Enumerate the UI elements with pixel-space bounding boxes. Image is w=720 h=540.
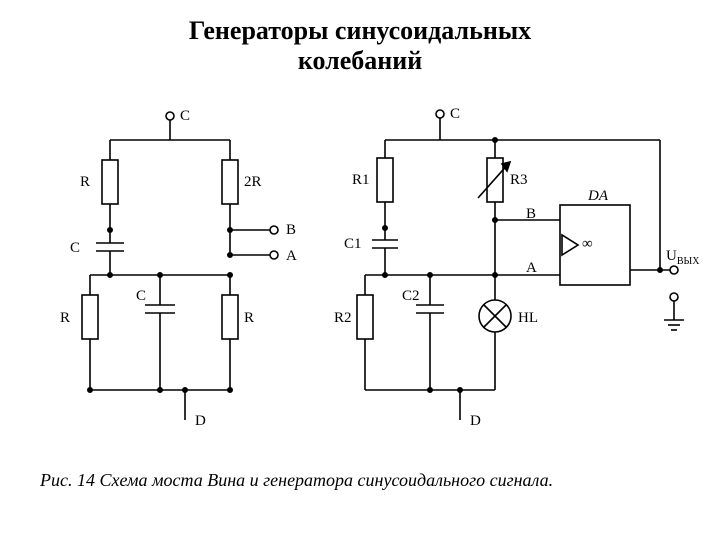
label-right-Uout: UВЫХ	[666, 248, 700, 267]
label-right-inf: ∞	[582, 236, 593, 252]
wien-generator-schematic: C R1 R3 DA B C1 A ∞ UВЫХ R2 C2 HL D	[330, 100, 700, 460]
label-right-R2: R2	[334, 310, 352, 326]
label-right-C1: C1	[344, 236, 362, 252]
label-left-R-br: R	[244, 310, 254, 326]
label-left-A: A	[286, 248, 297, 264]
label-right-Ctop: C	[450, 106, 460, 122]
label-left-2R: 2R	[244, 174, 262, 190]
label-left-R-tl: R	[80, 174, 90, 190]
label-left-B: B	[286, 222, 296, 238]
label-right-R3: R3	[510, 172, 528, 188]
title-line-2: колебаний	[298, 46, 422, 75]
label-left-Cm: C	[136, 288, 146, 304]
label-left-R-bl: R	[60, 310, 70, 326]
label-right-D: D	[470, 413, 481, 429]
label-right-HL: HL	[518, 310, 538, 326]
title-line-1: Генераторы синусоидальных	[189, 16, 531, 45]
label-right-C2: C2	[402, 288, 420, 304]
label-right-R1: R1	[352, 172, 370, 188]
wien-bridge-schematic: C R 2R C B A R C R D	[40, 100, 330, 460]
label-right-B: B	[526, 206, 536, 222]
label-right-A: A	[526, 260, 537, 276]
label-left-C-top: C	[180, 108, 190, 124]
label-left-D: D	[195, 413, 206, 429]
figure-caption: Рис. 14 Схема моста Вина и генератора си…	[40, 470, 553, 491]
label-left-Cleft: C	[70, 240, 80, 256]
label-right-DA: DA	[587, 188, 609, 204]
page-title: Генераторы синусоидальных колебаний	[0, 0, 720, 76]
